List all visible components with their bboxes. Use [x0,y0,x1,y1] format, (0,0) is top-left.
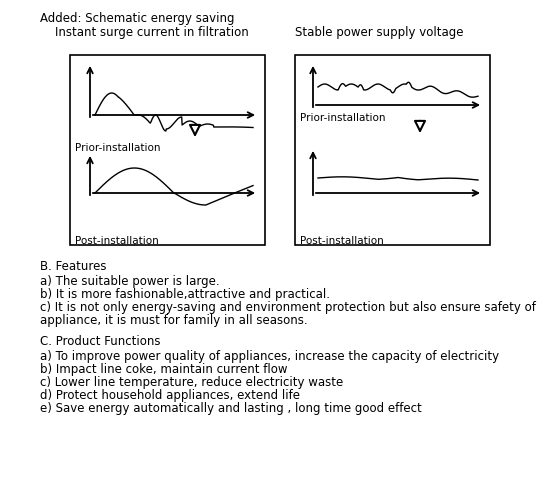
Text: Added: Schematic energy saving: Added: Schematic energy saving [40,12,234,25]
Text: c) It is not only energy-saving and environment protection but also ensure safet: c) It is not only energy-saving and envi… [40,301,536,314]
Text: b) It is more fashionable,attractive and practical.: b) It is more fashionable,attractive and… [40,288,330,301]
Text: a) The suitable power is large.: a) The suitable power is large. [40,275,220,288]
Text: c) Lower line temperature, reduce electricity waste: c) Lower line temperature, reduce electr… [40,376,343,389]
Text: e) Save energy automatically and lasting , long time good effect: e) Save energy automatically and lasting… [40,402,422,415]
Text: B. Features: B. Features [40,260,107,273]
Bar [70,55,265,245]
Text: Prior-installation: Prior-installation [75,143,160,153]
Text: d) Protect household appliances, extend life: d) Protect household appliances, extend … [40,389,300,402]
Text: Instant surge current in filtration: Instant surge current in filtration [40,26,249,39]
Text: Post-installation: Post-installation [300,236,384,246]
Text: Stable power supply voltage: Stable power supply voltage [295,26,463,39]
Text: b) Impact line coke, maintain current flow: b) Impact line coke, maintain current fl… [40,363,288,376]
Text: C. Product Functions: C. Product Functions [40,335,160,348]
Text: Post-installation: Post-installation [75,236,159,246]
Bar [295,55,490,245]
Text: a) To improve power quality of appliances, increase the capacity of electricity: a) To improve power quality of appliance… [40,350,499,363]
Text: Prior-installation: Prior-installation [300,113,385,123]
Text: appliance, it is must for family in all seasons.: appliance, it is must for family in all … [40,314,307,327]
